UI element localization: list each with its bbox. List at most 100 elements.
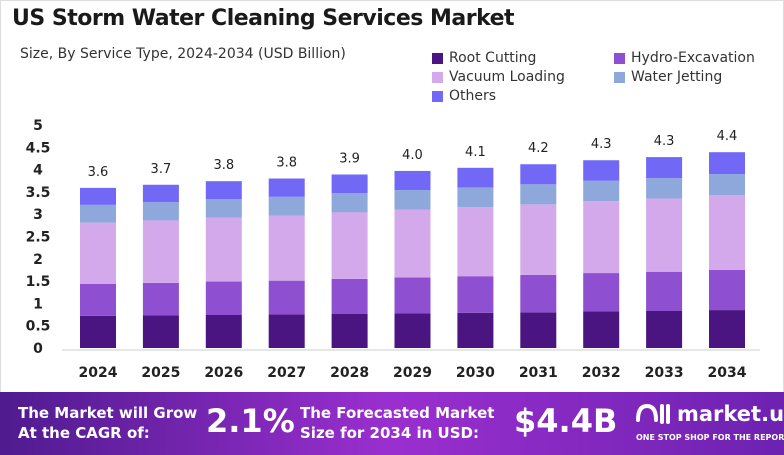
x-tick-label: 2028 bbox=[330, 365, 369, 381]
legend-swatch bbox=[614, 52, 625, 64]
stacked-bar-chart: 0 0.5 1 1.5 2 2.5 3 3.5 4 4.5 5 3.6 2024 3.7 2025 3.8 20… bbox=[26, 118, 760, 381]
bar-segment-vacuum-loading-2033 bbox=[646, 198, 683, 272]
bar-segment-vacuum-loading-2034 bbox=[709, 195, 745, 270]
x-tick-label: 2024 bbox=[79, 365, 118, 381]
bar-segment-water-jetting-2030 bbox=[457, 187, 494, 208]
x-tick-label: 2033 bbox=[645, 365, 684, 381]
total-label-2030: 4.1 bbox=[465, 145, 486, 160]
bar-segment-root-cutting-2027 bbox=[268, 314, 305, 348]
bar-segment-hydro-excavation-2033 bbox=[646, 271, 683, 311]
bar-segment-water-jetting-2028 bbox=[331, 193, 368, 213]
bar-segment-water-jetting-2025 bbox=[142, 202, 179, 221]
bar-segment-others-2025 bbox=[142, 184, 179, 203]
legend-swatch bbox=[432, 52, 443, 64]
legend-item-others: Others bbox=[432, 88, 614, 104]
y-tick-label: 4.5 bbox=[26, 140, 51, 156]
total-label-2034: 4.4 bbox=[717, 129, 738, 144]
y-tick-label: 4 bbox=[33, 163, 43, 179]
legend-swatch bbox=[432, 90, 443, 102]
total-label-2031: 4.2 bbox=[528, 141, 549, 156]
legend: Root Cutting Hydro-Excavation Vacuum Loa… bbox=[432, 50, 772, 104]
legend-label: Others bbox=[449, 88, 497, 104]
bar-segment-root-cutting-2030 bbox=[457, 312, 494, 348]
y-tick-label: 0.5 bbox=[26, 319, 51, 335]
bar-segment-water-jetting-2032 bbox=[583, 180, 620, 202]
bar-segment-root-cutting-2026 bbox=[205, 314, 242, 348]
bar-segment-vacuum-loading-2027 bbox=[268, 215, 305, 281]
bar-segment-vacuum-loading-2030 bbox=[457, 207, 494, 277]
legend-label: Hydro-Excavation bbox=[631, 50, 755, 66]
x-tick-label: 2030 bbox=[456, 365, 495, 381]
y-tick-label: 3.5 bbox=[26, 185, 51, 201]
bar-segment-root-cutting-2029 bbox=[394, 313, 431, 348]
x-tick-label: 2032 bbox=[582, 365, 621, 381]
bar-segment-vacuum-loading-2028 bbox=[331, 212, 368, 279]
footer-banner: The Market will Grow At the CAGR of: 2.1%… bbox=[0, 392, 784, 455]
brand-icon bbox=[636, 403, 670, 424]
chart-subtitle: Size, By Service Type, 2024-2034 (USD Bi… bbox=[20, 46, 346, 62]
bar-segment-others-2029 bbox=[394, 170, 431, 191]
bar-segment-hydro-excavation-2032 bbox=[583, 273, 620, 312]
bar-segment-others-2024 bbox=[80, 187, 116, 205]
legend-label: Water Jetting bbox=[631, 69, 723, 85]
legend-label: Vacuum Loading bbox=[449, 69, 565, 85]
bar-segment-root-cutting-2033 bbox=[646, 310, 683, 348]
brand-tagline: ONE STOP SHOP FOR THE REPORTS bbox=[636, 433, 784, 442]
bar-segment-others-2034 bbox=[709, 152, 745, 175]
brand-logo: market.us bbox=[635, 400, 784, 428]
bar-segment-others-2027 bbox=[268, 178, 305, 197]
x-tick-label: 2025 bbox=[141, 365, 180, 381]
bar-segment-others-2028 bbox=[331, 174, 368, 194]
legend-swatch bbox=[432, 71, 443, 83]
x-tick-label: 2034 bbox=[708, 365, 747, 381]
legend-label: Root Cutting bbox=[449, 50, 537, 66]
legend-item-hydro-excavation: Hydro-Excavation bbox=[614, 50, 764, 66]
bar-segment-root-cutting-2028 bbox=[331, 313, 368, 348]
x-tick-label: 2031 bbox=[519, 365, 558, 381]
cagr-label: The Market will Grow At the CAGR of: bbox=[18, 403, 197, 443]
total-label-2024: 3.6 bbox=[88, 165, 109, 180]
forecast-label: The Forecasted Market Size for 2034 in US… bbox=[300, 403, 494, 443]
forecast-label-line1: The Forecasted Market bbox=[300, 404, 495, 422]
bar-segment-hydro-excavation-2027 bbox=[268, 280, 305, 315]
bar-segment-water-jetting-2033 bbox=[646, 178, 683, 199]
total-label-2027: 3.8 bbox=[276, 156, 297, 171]
total-label-2026: 3.8 bbox=[213, 158, 234, 173]
bar-segment-hydro-excavation-2034 bbox=[709, 269, 745, 311]
forecast-value: $4.4B bbox=[514, 402, 618, 440]
bar-segment-vacuum-loading-2025 bbox=[142, 220, 179, 283]
bar-segment-root-cutting-2024 bbox=[80, 315, 116, 348]
bar-segment-water-jetting-2034 bbox=[709, 174, 745, 196]
bar-segment-hydro-excavation-2026 bbox=[205, 281, 242, 315]
bar-segment-water-jetting-2027 bbox=[268, 196, 305, 216]
bar-segment-root-cutting-2032 bbox=[583, 311, 620, 348]
bar-segment-hydro-excavation-2030 bbox=[457, 276, 494, 313]
bar-segment-hydro-excavation-2024 bbox=[80, 283, 116, 316]
y-tick-label: 2.5 bbox=[26, 230, 51, 246]
bar-segment-water-jetting-2024 bbox=[80, 204, 116, 223]
bar-segment-root-cutting-2031 bbox=[520, 312, 557, 348]
y-tick-label: 1 bbox=[33, 296, 43, 312]
bar-segment-others-2032 bbox=[583, 160, 620, 181]
total-label-2029: 4.0 bbox=[402, 148, 423, 163]
total-label-2032: 4.3 bbox=[591, 137, 612, 152]
total-label-2025: 3.7 bbox=[151, 162, 172, 177]
legend-item-water-jetting: Water Jetting bbox=[614, 69, 764, 85]
bar-segment-hydro-excavation-2025 bbox=[142, 282, 179, 316]
bar-segment-hydro-excavation-2028 bbox=[331, 278, 368, 314]
bar-segment-others-2031 bbox=[520, 164, 557, 185]
x-tick-label: 2029 bbox=[393, 365, 432, 381]
y-tick-label: 0 bbox=[33, 341, 43, 357]
total-label-2028: 3.9 bbox=[339, 152, 360, 167]
forecast-label-line2: Size for 2034 in USD: bbox=[300, 424, 479, 442]
total-label-2033: 4.3 bbox=[654, 134, 675, 149]
bar-segment-vacuum-loading-2032 bbox=[583, 201, 620, 274]
cagr-label-line1: The Market will Grow bbox=[18, 404, 198, 422]
brand-name: market.us bbox=[677, 402, 784, 426]
cagr-label-line2: At the CAGR of: bbox=[18, 424, 150, 442]
bar-segment-others-2033 bbox=[646, 157, 683, 179]
bar-segment-hydro-excavation-2031 bbox=[520, 274, 557, 313]
legend-item-root-cutting: Root Cutting bbox=[432, 50, 614, 66]
bar-segment-root-cutting-2025 bbox=[142, 315, 179, 348]
y-tick-label: 1.5 bbox=[26, 274, 51, 290]
